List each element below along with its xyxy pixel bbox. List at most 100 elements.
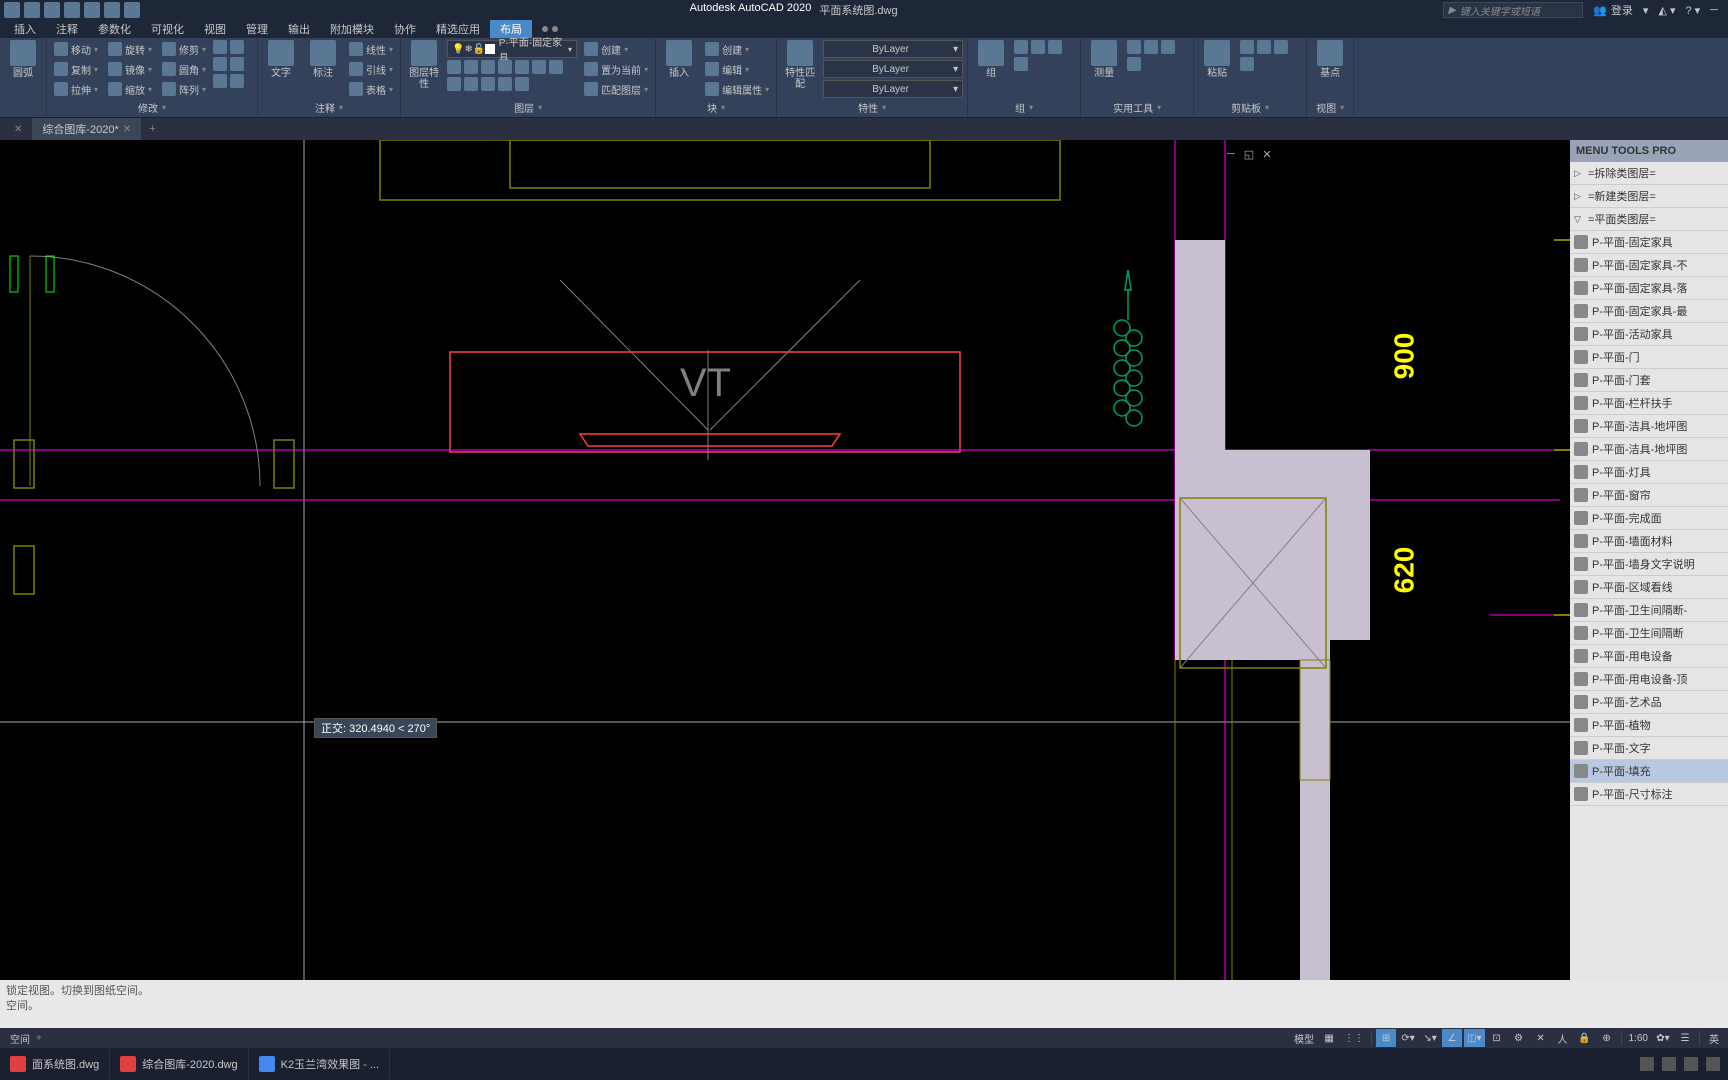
layer-tool-icon[interactable] (481, 77, 495, 91)
ribbon-tab[interactable]: 视图 (194, 20, 236, 38)
layer-tool-icon[interactable] (464, 60, 478, 74)
ribbon-tab[interactable]: 可视化 (141, 20, 194, 38)
layer-tool-icon[interactable] (498, 77, 512, 91)
ribbon-tab[interactable]: 参数化 (88, 20, 141, 38)
tool-icon[interactable] (1127, 40, 1141, 54)
layer-row[interactable]: P-平面-卫生间隔断- (1570, 599, 1728, 622)
ribbon-tab[interactable]: 精选应用 (426, 20, 490, 38)
ribbon-button[interactable]: 插入 (660, 40, 698, 79)
model-button[interactable]: 模型 (1291, 1029, 1317, 1047)
qat-icon[interactable] (44, 2, 60, 18)
panel-label[interactable]: 视图 (1311, 99, 1349, 115)
tool-icon[interactable] (1048, 40, 1062, 54)
layer-row[interactable]: P-平面-门 (1570, 346, 1728, 369)
polar-icon[interactable]: ↘▾ (1420, 1029, 1440, 1047)
taskbar-button[interactable]: 面系统图.dwg (0, 1049, 110, 1079)
layer-row[interactable]: P-平面-固定家具 (1570, 231, 1728, 254)
layer-row[interactable]: P-平面-固定家具-最 (1570, 300, 1728, 323)
help-icon[interactable]: ? ▾ (1686, 4, 1701, 17)
layer-row[interactable]: P-平面-洁具-地坪图 (1570, 438, 1728, 461)
tool-icon[interactable] (1014, 40, 1028, 54)
panel-label[interactable]: 组 (972, 99, 1076, 115)
layout-tab[interactable]: 空间+ (0, 1028, 52, 1048)
ribbon-tab[interactable]: 输出 (278, 20, 320, 38)
layer-row[interactable]: P-平面-填充 (1570, 760, 1728, 783)
layer-row[interactable]: P-平面-用电设备-顶 (1570, 668, 1728, 691)
ribbon-button[interactable]: 圆角▾ (159, 60, 209, 78)
layer-tool-icon[interactable] (515, 60, 529, 74)
tray-icon[interactable] (1662, 1057, 1676, 1071)
layer-row[interactable]: P-平面-文字 (1570, 737, 1728, 760)
search-input[interactable]: ▶ 键入关键字或短语 (1443, 2, 1583, 18)
panel-label[interactable]: 图层 (405, 99, 651, 115)
layer-tool-icon[interactable] (515, 77, 529, 91)
menu-icon[interactable]: ⋮⋮ (1341, 1029, 1367, 1047)
drawing-canvas[interactable]: VT ─ ◱ (0, 140, 1728, 980)
ribbon-tab[interactable]: 注释 (46, 20, 88, 38)
minimize-icon[interactable]: ─ (1710, 4, 1718, 16)
ribbon-button[interactable]: 创建▾ (702, 40, 772, 58)
layer-tool-icon[interactable] (532, 60, 546, 74)
annot-icon[interactable]: 人 (1553, 1029, 1573, 1047)
ribbon-button[interactable]: 测量 (1085, 40, 1123, 79)
otrack-icon[interactable]: ◫▾ (1464, 1029, 1484, 1047)
ribbon-button[interactable]: 标注 (304, 40, 342, 79)
qat-icon[interactable] (64, 2, 80, 18)
layer-row[interactable]: P-平面-窗帘 (1570, 484, 1728, 507)
ribbon-button[interactable]: 特性匹配 (781, 40, 819, 90)
ribbon-button[interactable]: 编辑▾ (702, 60, 772, 78)
snap-icon[interactable]: ⊞ (1376, 1029, 1396, 1047)
panel-label[interactable] (4, 99, 42, 115)
tool-icon[interactable] (1127, 57, 1141, 71)
ribbon-button[interactable]: 组 (972, 40, 1010, 79)
lineweight-icon[interactable]: ⊡ (1487, 1029, 1507, 1047)
lock-icon[interactable]: 🔒 (1575, 1029, 1595, 1047)
panel-label[interactable]: 修改 (51, 99, 253, 115)
layer-row[interactable]: P-平面-灯具 (1570, 461, 1728, 484)
tool-icon[interactable] (230, 74, 244, 88)
layer-row[interactable]: P-平面-墙面材料 (1570, 530, 1728, 553)
ribbon-button[interactable]: 修剪▾ (159, 40, 209, 58)
ribbon-button[interactable]: 粘贴 (1198, 40, 1236, 79)
layer-row[interactable]: P-平面-完成面 (1570, 507, 1728, 530)
units-icon[interactable]: ⊕ (1597, 1029, 1617, 1047)
ribbon-button[interactable]: 移动▾ (51, 40, 101, 58)
close-tab-icon[interactable]: ✕ (14, 124, 22, 135)
add-layout-icon[interactable]: + (36, 1033, 42, 1044)
qat-icon[interactable] (84, 2, 100, 18)
layer-combo[interactable]: 💡❄🔓P-平面-固定家具▾ (447, 40, 577, 58)
layer-row[interactable]: P-平面-尺寸标注 (1570, 783, 1728, 806)
minimize-icon[interactable]: ─ (1224, 148, 1238, 162)
ribbon-tab[interactable]: 附加模块 (320, 20, 384, 38)
transparency-icon[interactable]: ⚙ (1509, 1029, 1529, 1047)
layer-row[interactable]: P-平面-活动家具 (1570, 323, 1728, 346)
layer-group[interactable]: ▽=平面类图层= (1570, 208, 1728, 231)
property-combo[interactable]: ByLayer▾ (823, 80, 963, 98)
layer-row[interactable]: P-平面-用电设备 (1570, 645, 1728, 668)
ime-button[interactable]: 英 (1704, 1029, 1724, 1047)
scale-button[interactable]: 1:60 (1626, 1029, 1651, 1047)
ribbon-button[interactable]: 线性▾ (346, 40, 396, 58)
qat-icon[interactable] (4, 2, 20, 18)
gear-icon[interactable]: ✿▾ (1653, 1029, 1673, 1047)
tool-icon[interactable] (1240, 57, 1254, 71)
ribbon-button[interactable]: 匹配图层▾ (581, 80, 651, 98)
ribbon-button[interactable]: 基点 (1311, 40, 1349, 79)
property-combo[interactable]: ByLayer▾ (823, 60, 963, 78)
layer-tool-icon[interactable] (464, 77, 478, 91)
login-button[interactable]: 👥 登录 (1593, 2, 1633, 18)
qat-icon[interactable] (24, 2, 40, 18)
ribbon-button[interactable]: 创建▾ (581, 40, 651, 58)
ribbon-tab[interactable]: 插入 (4, 20, 46, 38)
tool-icon[interactable] (1240, 40, 1254, 54)
tool-icon[interactable] (1014, 57, 1028, 71)
taskbar-button[interactable]: 综合图库-2020.dwg (110, 1049, 248, 1079)
ribbon-tab[interactable]: 协作 (384, 20, 426, 38)
ribbon-button[interactable]: 镜像▾ (105, 60, 155, 78)
ribbon-button[interactable]: 阵列▾ (159, 80, 209, 98)
tool-icon[interactable] (1144, 40, 1158, 54)
panel-label[interactable]: 块 (660, 99, 772, 115)
tool-icon[interactable] (213, 74, 227, 88)
close-icon[interactable]: ✕ (1260, 148, 1274, 162)
document-tab[interactable]: ✕ (0, 118, 32, 140)
